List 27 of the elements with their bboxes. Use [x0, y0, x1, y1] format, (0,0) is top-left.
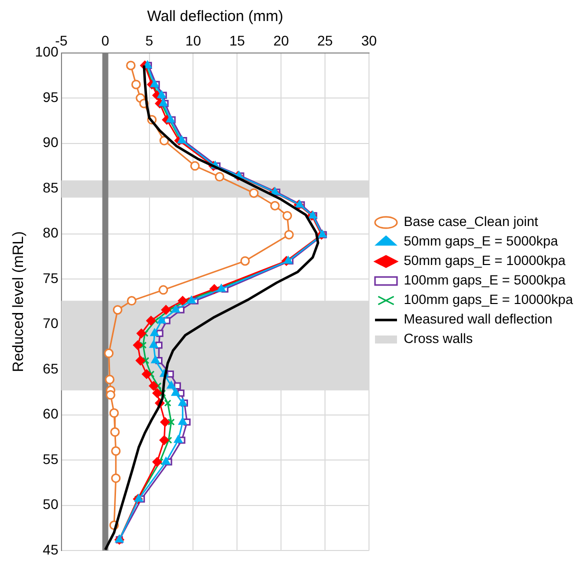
y-tick-label: 55 [42, 450, 59, 467]
legend-label: 50mm gaps_E = 5000kpa [404, 234, 558, 249]
y-tick-label: 95 [42, 88, 59, 105]
y-tick-label: 60 [42, 406, 59, 422]
y-tick-label: 90 [42, 134, 59, 150]
y-axis-title: Reduced level (mRL) [10, 231, 28, 372]
y-tick-label: 85 [42, 179, 59, 196]
legend-label: Cross walls [404, 331, 474, 346]
x-axis-title: Wall deflection (mm) [147, 8, 284, 26]
x-tick-label: 20 [273, 32, 290, 48]
y-tick-label: 75 [42, 270, 59, 286]
x-tick-label: 15 [229, 32, 246, 48]
x-tick-label: 5 [145, 32, 154, 48]
y-tick-label: 65 [42, 360, 59, 376]
y-tick-label: 45 [42, 541, 59, 558]
y-tick-label: 70 [42, 315, 59, 332]
y-tick-label: 50 [42, 496, 59, 512]
legend-label: Measured wall deflection [404, 312, 552, 327]
x-tick-label: 30 [361, 32, 378, 48]
x-tick-label: 25 [317, 32, 334, 48]
legend-label: 100mm gaps_E = 10000kpa [404, 292, 574, 308]
y-tick-label: 80 [42, 224, 59, 241]
x-tick-label: 10 [185, 32, 202, 48]
legend-label: 50mm gaps_E = 10000kpa [404, 253, 566, 268]
x-tick-label: 0 [101, 32, 110, 48]
legend-label: 100mm gaps_E = 5000kpa [404, 272, 566, 288]
legend-label: Base case_Clean joint [404, 214, 538, 230]
